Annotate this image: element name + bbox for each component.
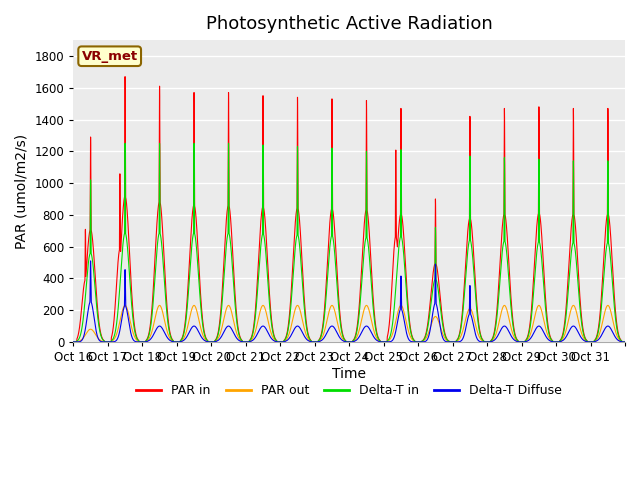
Delta-T Diffuse [528,334,536,340]
X-axis label: Time: Time [332,367,366,381]
PAR out [370,327,378,333]
Line: Delta-T Diffuse: Delta-T Diffuse [74,261,625,342]
Line: PAR in: PAR in [74,77,625,342]
PAR in [621,339,629,345]
Delta-T Diffuse [500,323,508,329]
PAR out [621,339,629,345]
PAR in [500,115,508,121]
Delta-T Diffuse [87,258,95,264]
Delta-T in [121,141,129,146]
PAR in [542,300,550,306]
PAR in [184,287,191,292]
PAR in [370,302,378,308]
Line: Delta-T in: Delta-T in [74,144,625,342]
Delta-T Diffuse [370,334,378,339]
Delta-T in [621,339,629,345]
PAR in [528,305,536,311]
PAR out [184,323,191,329]
PAR in [399,226,407,232]
Delta-T Diffuse [184,332,191,338]
Delta-T in [528,312,536,318]
PAR out [399,306,407,312]
Legend: PAR in, PAR out, Delta-T in, Delta-T Diffuse: PAR in, PAR out, Delta-T in, Delta-T Dif… [131,379,567,402]
Delta-T in [70,339,77,345]
Delta-T in [500,162,508,168]
Delta-T in [184,298,191,303]
Delta-T Diffuse [542,334,550,339]
PAR out [528,327,536,333]
PAR out [500,302,508,308]
Delta-T in [399,246,407,252]
PAR in [70,339,77,345]
Text: VR_met: VR_met [82,50,138,63]
Delta-T Diffuse [399,312,407,318]
PAR in [121,74,129,80]
Y-axis label: PAR (umol/m2/s): PAR (umol/m2/s) [15,133,29,249]
Line: PAR out: PAR out [74,305,625,342]
PAR out [542,326,550,332]
Delta-T in [542,309,550,314]
Delta-T Diffuse [621,339,629,345]
PAR out [121,302,129,308]
Delta-T in [370,310,378,316]
Delta-T Diffuse [70,339,77,345]
PAR out [70,339,77,345]
Title: Photosynthetic Active Radiation: Photosynthetic Active Radiation [206,15,493,33]
